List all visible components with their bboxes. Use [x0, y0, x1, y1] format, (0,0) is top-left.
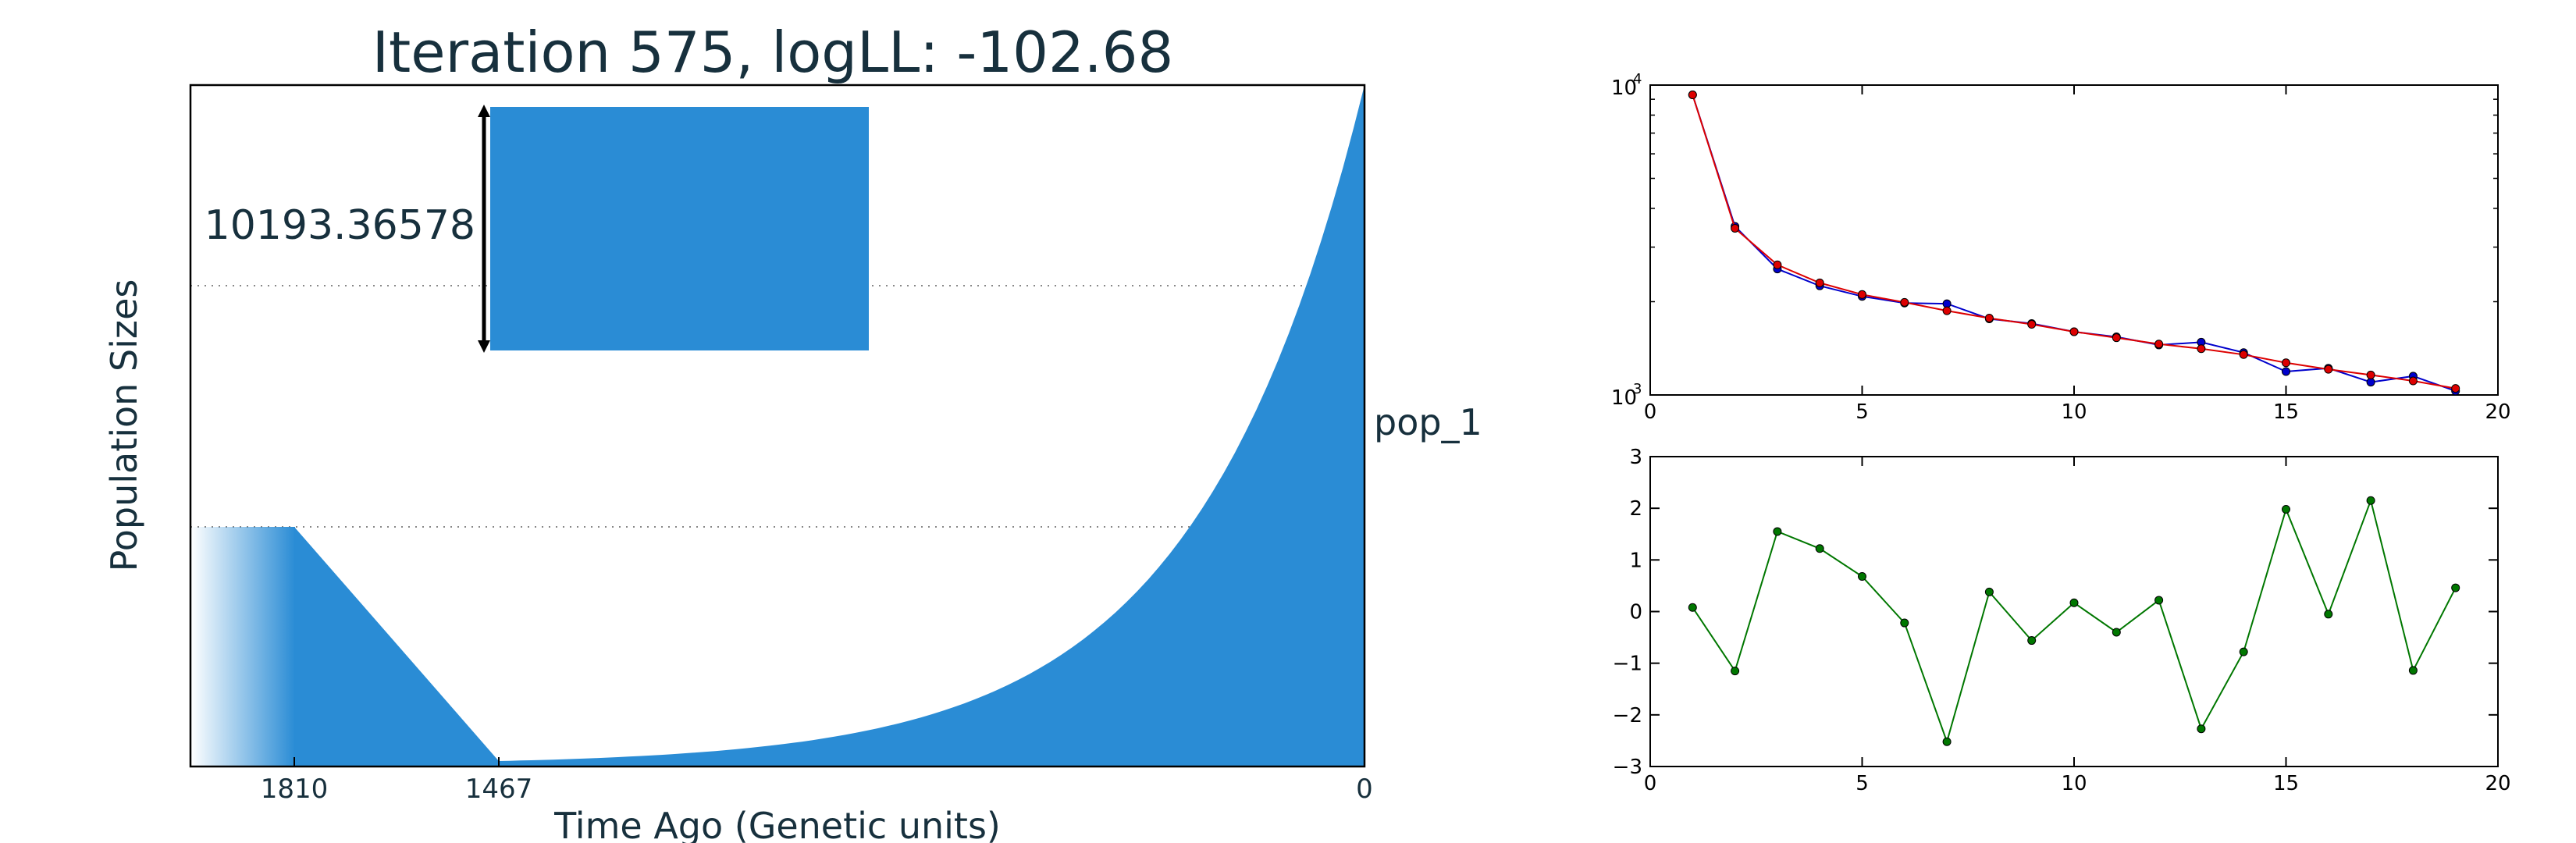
data-point — [1984, 587, 1994, 596]
data-point — [2112, 333, 2121, 343]
data-point — [1984, 314, 1994, 323]
x-tick-label: 20 — [2485, 400, 2510, 424]
data-point — [2408, 376, 2418, 386]
data-point — [2366, 496, 2375, 505]
data-point — [2366, 378, 2375, 387]
data-point — [1773, 260, 1782, 269]
y-tick-label: 1 — [1629, 549, 1642, 572]
data-point — [2027, 320, 2037, 329]
x-tick-label: 10 — [2061, 400, 2087, 424]
demography-chart: Iteration 575, logLL: -102.68 10193.3657… — [103, 20, 1482, 843]
x-tick-label: 1467 — [465, 774, 533, 805]
data-point — [1731, 223, 1740, 233]
x-tick-label: 20 — [2485, 772, 2510, 795]
scale-value-label: 10193.36578 — [205, 202, 475, 249]
y-tick-label: 3 — [1629, 446, 1642, 469]
series-line-1 — [1692, 497, 2457, 745]
y-tick-label: 0 — [1629, 601, 1642, 624]
data-point — [2282, 504, 2290, 514]
data-point — [2069, 327, 2079, 336]
data-point — [1773, 527, 1782, 536]
population-growth-area — [499, 85, 1364, 767]
data-point — [2154, 596, 2164, 605]
data-point — [1900, 297, 1909, 307]
x-tick-label: 10 — [2061, 772, 2087, 795]
data-point — [1815, 278, 1824, 287]
x-tick-label: 5 — [1856, 400, 1869, 424]
data-point — [2239, 647, 2248, 656]
ancient-population-fade — [190, 527, 295, 767]
scale-arrow-head-up-icon — [478, 105, 490, 117]
data-point — [2451, 583, 2460, 592]
y-tick-label: 10 — [1611, 386, 1637, 410]
scale-arrow-head-down-icon — [478, 340, 490, 353]
data-point — [2069, 598, 2079, 607]
series-line-1 — [1692, 94, 2457, 392]
data-point — [1858, 572, 1866, 582]
y-tick-label: −3 — [1613, 756, 1642, 779]
data-point — [1942, 737, 1952, 746]
population-label: pop_1 — [1374, 401, 1482, 443]
data-point — [2324, 365, 2333, 374]
data-point — [2451, 384, 2460, 393]
x-tick-label: 15 — [2273, 400, 2299, 424]
data-point — [2197, 344, 2206, 354]
y-tick-label: −1 — [1613, 653, 1642, 676]
x-tick-label: 0 — [1644, 772, 1657, 795]
data-point — [1688, 91, 1697, 100]
data-point — [1815, 544, 1824, 553]
y-tick-label: −2 — [1613, 704, 1642, 727]
series-line-2 — [1692, 94, 2456, 389]
plot-frame — [1649, 84, 2499, 396]
x-axis-label: Time Ago (Genetic units) — [553, 805, 1001, 843]
data-point — [2112, 628, 2121, 637]
y-tick-exponent: 3 — [1633, 381, 1642, 397]
data-point — [2366, 370, 2375, 379]
data-point — [2324, 610, 2333, 619]
data-point — [2027, 636, 2037, 646]
data-point — [1942, 306, 1952, 315]
data-point — [2282, 367, 2290, 376]
x-tick-label: 0 — [1644, 400, 1657, 424]
data-point — [2239, 350, 2248, 359]
y-tick-label: 10 — [1611, 76, 1637, 100]
data-point — [1688, 603, 1697, 612]
y-axis-label: Population Sizes — [103, 279, 145, 572]
scale-reference-box — [490, 107, 869, 350]
chart-title: Iteration 575, logLL: -102.68 — [372, 20, 1174, 85]
data-point — [2197, 724, 2206, 734]
data-point — [2408, 666, 2418, 675]
data-point — [2154, 340, 2164, 349]
x-tick-label: 5 — [1856, 772, 1869, 795]
data-point — [1858, 290, 1866, 299]
x-tick-label: 1810 — [261, 774, 329, 805]
data-point — [2282, 358, 2290, 368]
population-decline-area — [294, 527, 499, 767]
y-tick-exponent: 4 — [1633, 71, 1642, 87]
plot-frame — [189, 84, 1366, 768]
x-tick-label: 15 — [2273, 772, 2299, 795]
data-point — [1731, 667, 1740, 676]
x-tick-label: 0 — [1356, 774, 1373, 805]
y-tick-label: 2 — [1629, 497, 1642, 521]
data-point — [1900, 618, 1909, 628]
